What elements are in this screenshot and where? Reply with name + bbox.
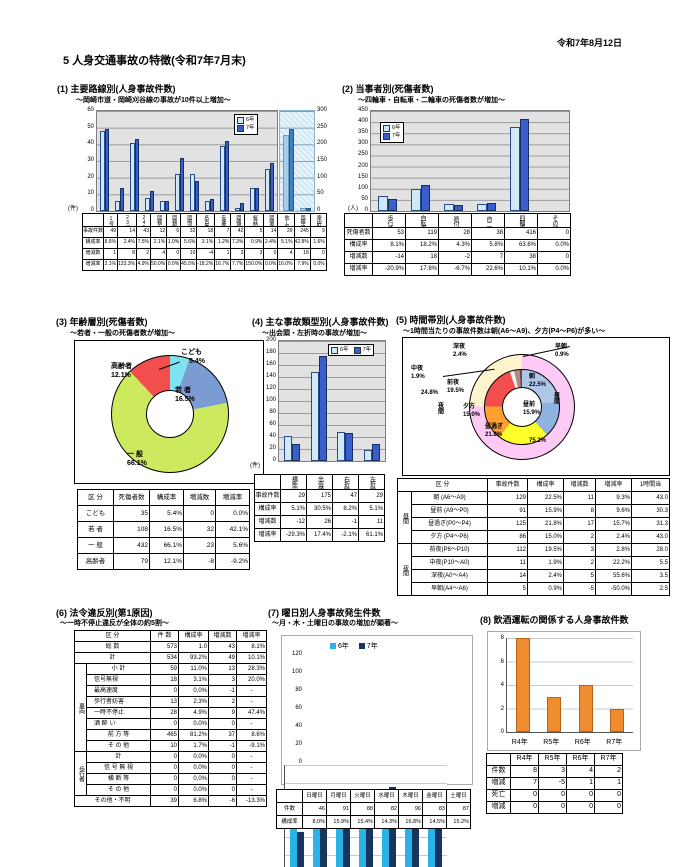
section5-subtitle: ～1時間当たりの事故件数は朝(A6～A9)、夕方(P4～P6)が多い～ bbox=[403, 328, 606, 335]
report-date: 令和7年8月12日 bbox=[557, 38, 623, 48]
donut-label-evening: 夕方 15.0% bbox=[463, 404, 481, 418]
donut-label-daytime: 昼間 bbox=[552, 392, 559, 404]
page-title: 5 人身交通事故の特徴(令和7年7月末) bbox=[63, 55, 246, 67]
chart2-unit-label: (人) bbox=[348, 206, 358, 212]
section6-subtitle: ～一時不停止違反が全体の約5割～ bbox=[60, 620, 169, 627]
legend-label-6: 6年 bbox=[340, 347, 349, 353]
chart4-type-bar: 200 180 160 140 120 100 80 60 40 20 0 bbox=[252, 337, 386, 463]
legend-swatch-7 bbox=[383, 132, 390, 140]
section4-heading: (4) 主な事故類型別(人身事故件数) bbox=[252, 317, 389, 327]
drunk-chart-box bbox=[487, 631, 641, 751]
donut-label-nighttime-pct: 24.8% bbox=[421, 390, 439, 396]
roads-table: 1号 23号 248号 岡崎足助 岡崎碧南 岡崎刈谷 名古屋岡崎 安城幸田 岡崎環状 桜井岡崎 岡崎… bbox=[81, 213, 327, 271]
donut-label-night: 前夜 19.5% bbox=[447, 380, 465, 394]
pie-label-general: 一 般 66.1% bbox=[127, 451, 147, 467]
chart1-city-road-bar: 300 250 200 150 100 50 0 bbox=[279, 107, 337, 213]
section2-subtitle: ～四輪車・自転車・二輪車の死傷者数が増加～ bbox=[358, 97, 505, 104]
chart4-plot bbox=[278, 340, 386, 462]
chart4-y-axis: 200 180 160 140 120 100 80 60 40 20 0 bbox=[265, 337, 276, 463]
section7-heading: (7) 曜日別人身事故発生件数 bbox=[268, 608, 381, 618]
chart7-y-axis: 120 100 80 60 40 20 0 bbox=[291, 651, 302, 765]
legend-swatch-7 bbox=[358, 643, 365, 649]
chart1-y-axis: 60 50 40 30 20 10 0 bbox=[87, 107, 94, 213]
legend-label-7: 7年 bbox=[246, 125, 255, 132]
chart1-sub-plot bbox=[279, 110, 315, 212]
chart4-unit-label: (件) bbox=[250, 463, 260, 469]
time-table: 区 分事故件数 構成率 増減数 増減率 1時間当 昼間朝 (A6～A9) 129 22.5% 1… bbox=[397, 478, 670, 596]
chart1-right-axis: 300 250 200 150 100 50 0 bbox=[317, 107, 328, 213]
section1-subtitle: ～岡崎市道・岡崎刈谷線の事故が10件以上増加～ bbox=[76, 97, 231, 104]
section1-heading: (1) 主要路線別(人身事故件数) bbox=[57, 84, 176, 94]
type-table: 横断中 出会頭 右折時 左折時 事故件数 29 175 47 29 構成率 5.1% 30.5% 8.2… bbox=[254, 474, 385, 542]
legend-label-6: 6年 bbox=[392, 125, 401, 131]
chart2-y-axis: 450 400 350 300 250 200 150 100 50 0 bbox=[357, 107, 368, 213]
party-table: 歩行者 自転車 原付 自二 四輪車 その他 死傷者数 53 119 28 38 416 0 構成率 8.1%… bbox=[344, 213, 571, 276]
section2-heading: (2) 当事者別(死傷者数) bbox=[342, 84, 434, 94]
age-pie-box: 高齢者 12.1% こども 5.4% 若 者 16.5% 一 般 66.1% bbox=[74, 340, 264, 484]
section3-heading: (3) 年齢層別(死傷者数) bbox=[56, 317, 148, 327]
donut-label-before-noon: 昼前 15.9% bbox=[523, 402, 541, 416]
section6-heading: (6) 法令違反別(第1原因) bbox=[56, 608, 153, 618]
legend-label-7: 7年 bbox=[366, 643, 378, 650]
donut-label-mid-night: 中夜 1.9% bbox=[411, 366, 425, 380]
pie-label-child: こども 5.4% bbox=[181, 349, 205, 365]
legend-swatch-6 bbox=[331, 346, 338, 354]
legend-label-7: 7年 bbox=[362, 347, 372, 353]
chart2-legend: 6年 7年 bbox=[380, 122, 404, 143]
legend-label-6: 6年 bbox=[246, 117, 255, 123]
chart1-unit-label: (件) bbox=[68, 206, 78, 212]
chart8-x-labels: R4年 R5年 R6年 R7年 bbox=[511, 738, 623, 746]
section7-subtitle: ～月・木・土曜日の事故の増加が顕著～ bbox=[272, 620, 398, 627]
legend-swatch-7 bbox=[237, 124, 244, 132]
donut-label-late-night: 深夜 2.4% bbox=[453, 344, 467, 358]
legend-swatch-7 bbox=[353, 346, 361, 354]
legend-label-6: 6年 bbox=[338, 643, 349, 650]
violation-table: 区 分件 数構成率 増減数 増減率総 数 573 1.0 43 8.1% 計 534 93.2% 4… bbox=[74, 630, 267, 807]
donut-label-daytime-pct: 75.2% bbox=[529, 438, 547, 444]
section8-heading: (8) 飲酒運転の関係する人身事故件数 bbox=[480, 615, 629, 625]
donut-label-afternoon: 昼過ぎ 21.8% bbox=[485, 424, 504, 438]
weekday-table: 日曜日 月曜日 火曜日 水曜日 木曜日 金曜日 土曜日 件数 46 91 88 82 96 83 87 構成率… bbox=[276, 789, 471, 829]
drunk-table: R4年 R5年 R6年 R7年 件数 8 3 4 2 増減 7 -5 1 1 死亡 0 0 0 0 増減 0 0 0 0 bbox=[486, 753, 623, 814]
age-pie-hole bbox=[146, 390, 194, 438]
pie-label-young: 若 者 16.5% bbox=[175, 387, 195, 403]
chart1-legend: 6年 7年 bbox=[234, 114, 258, 135]
pie-label-elderly: 高齢者 12.1% bbox=[111, 363, 132, 379]
legend-swatch-6 bbox=[383, 124, 390, 132]
section4-subtitle: ～出会頭・左折時の事故が増加～ bbox=[262, 330, 367, 337]
legend-swatch-6 bbox=[237, 116, 244, 124]
section3-subtitle: ～若者・一般の死傷者数が増加～ bbox=[70, 330, 175, 337]
legend-label-7: 7年 bbox=[392, 133, 401, 140]
donut-label-morning: 朝 22.5% bbox=[529, 374, 547, 388]
chart4-legend: 6年 7年 bbox=[328, 344, 375, 357]
chart8-plot bbox=[506, 638, 633, 733]
donut-label-nighttime: 夜間 bbox=[436, 402, 443, 414]
time-donut-inner bbox=[484, 369, 560, 445]
chart7-legend: 6年 7年 bbox=[330, 641, 378, 651]
legend-swatch-6 bbox=[330, 643, 336, 649]
age-table: 区 分死傷者数 構成率 増減数 増減率 こども 35 5.4% 0 0.0% 若 者 108 16.5… bbox=[77, 489, 250, 570]
time-donut-hole bbox=[502, 387, 542, 427]
section5-heading: (5) 時間帯別(人身事故件数) bbox=[396, 315, 506, 325]
